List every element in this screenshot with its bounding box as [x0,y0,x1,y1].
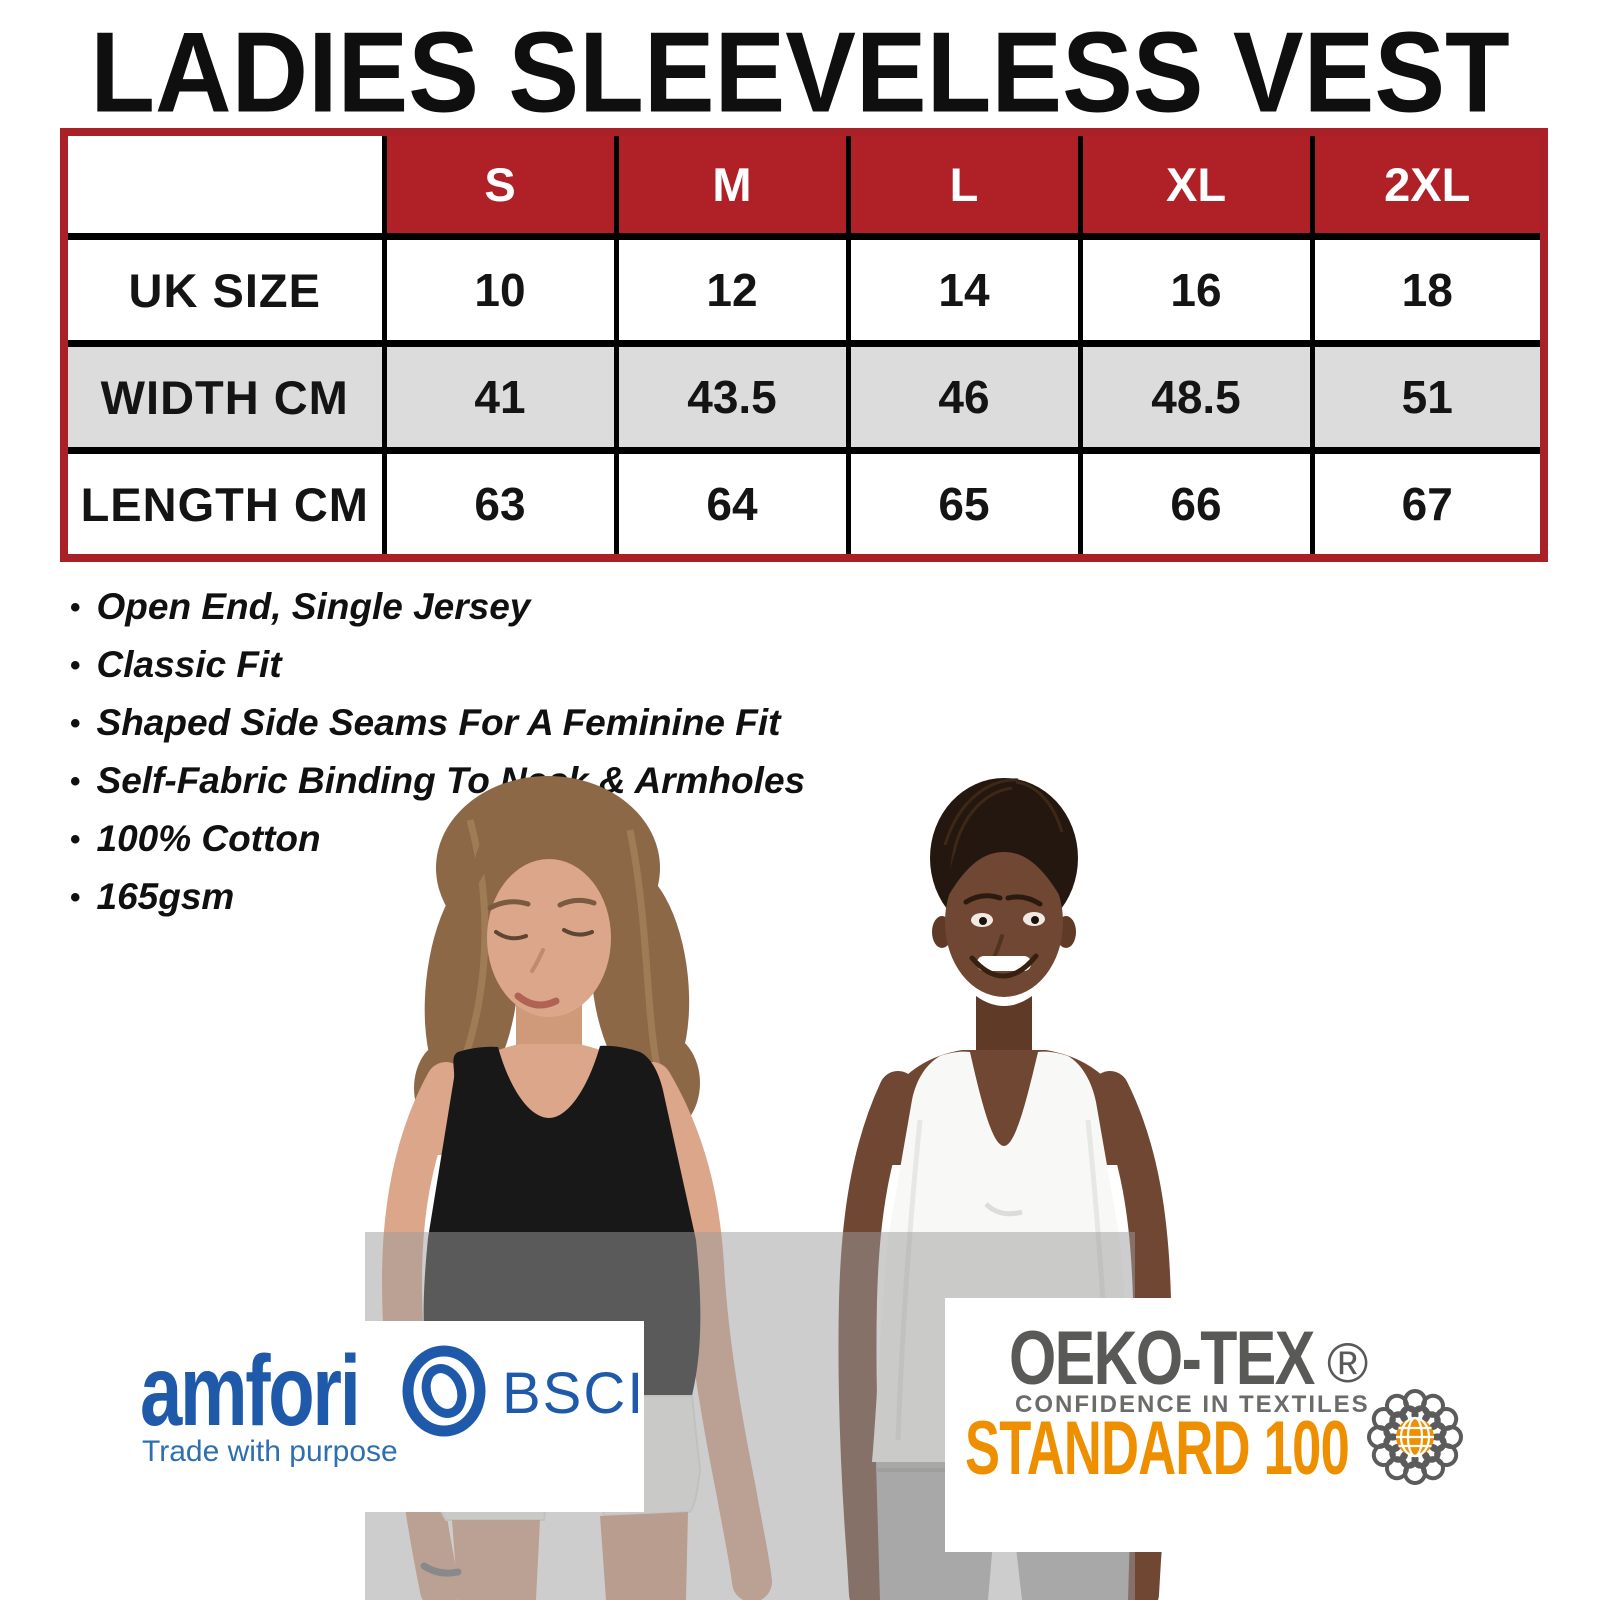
table-row-uk-size: UK SIZE 10 12 14 16 18 [61,233,1547,347]
size-column-header-l: L [845,132,1083,240]
page-title: LADIES SLEEVELESS VEST [90,9,1510,137]
width-cm-value: 46 [845,340,1083,454]
feature-item: 165gsm [70,868,805,926]
amfori-tagline: Trade with purpose [142,1435,398,1468]
amfori-bsci-logo: amfori BSCI Trade with purpose [134,1321,644,1512]
length-cm-value: 66 [1077,447,1315,562]
table-row-length-cm: LENGTH CM 63 64 65 66 67 [61,447,1547,562]
length-cm-value: 67 [1309,447,1547,562]
length-cm-value: 64 [613,447,851,562]
size-column-header-m: M [613,132,851,240]
amfori-wordmark: amfori [140,1335,359,1446]
length-cm-value: 63 [381,447,619,562]
size-column-header-2xl: 2XL [1309,132,1547,240]
oeko-tex-flower-icon [1363,1385,1467,1489]
brand-mark [984,1202,1023,1217]
registered-mark: ® [1327,1331,1368,1394]
row-label-length-cm: LENGTH CM [61,447,387,562]
uk-size-value: 10 [381,233,619,347]
length-cm-value: 65 [845,447,1083,562]
feature-item: 100% Cotton [70,810,805,868]
uk-size-value: 14 [845,233,1083,347]
size-table-corner-cell [61,132,387,240]
oeko-tex-logo: OEKO-TEX ® CONFIDENCE IN TEXTILES STANDA… [945,1298,1445,1552]
uk-size-value: 16 [1077,233,1315,347]
width-cm-value: 43.5 [613,340,851,454]
feature-list: Open End, Single Jersey Classic Fit Shap… [70,578,806,926]
width-cm-value: 48.5 [1077,340,1315,454]
oeko-tex-wordmark: OEKO-TEX [1009,1316,1315,1401]
feature-item: Self-Fabric Binding To Neck & Armholes [70,752,806,810]
standard-100-label: STANDARD 100 [965,1405,1349,1490]
amfori-swirl-icon [402,1345,486,1437]
width-cm-value: 51 [1309,340,1547,454]
feature-item: Open End, Single Jersey [70,578,805,636]
size-column-header-s: S [381,132,619,240]
width-cm-value: 41 [381,340,619,454]
feature-item: Classic Fit [70,636,805,694]
bsci-label: BSCI [502,1361,644,1426]
uk-size-value: 18 [1309,233,1547,347]
row-label-uk-size: UK SIZE [61,233,387,347]
row-label-width-cm: WIDTH CM [61,340,387,454]
size-column-header-xl: XL [1077,132,1315,240]
uk-size-value: 12 [613,233,851,347]
table-row-width-cm: WIDTH CM 41 43.5 46 48.5 51 [61,340,1547,454]
feature-item: Shaped Side Seams For A Feminine Fit [70,694,805,752]
oeko-tex-subtitle: CONFIDENCE IN TEXTILES [1015,1391,1370,1418]
size-table: S M L XL 2XL UK SIZE 10 12 14 16 18 WIDT [60,128,1548,562]
size-header-row: S M L XL 2XL [61,132,1547,240]
